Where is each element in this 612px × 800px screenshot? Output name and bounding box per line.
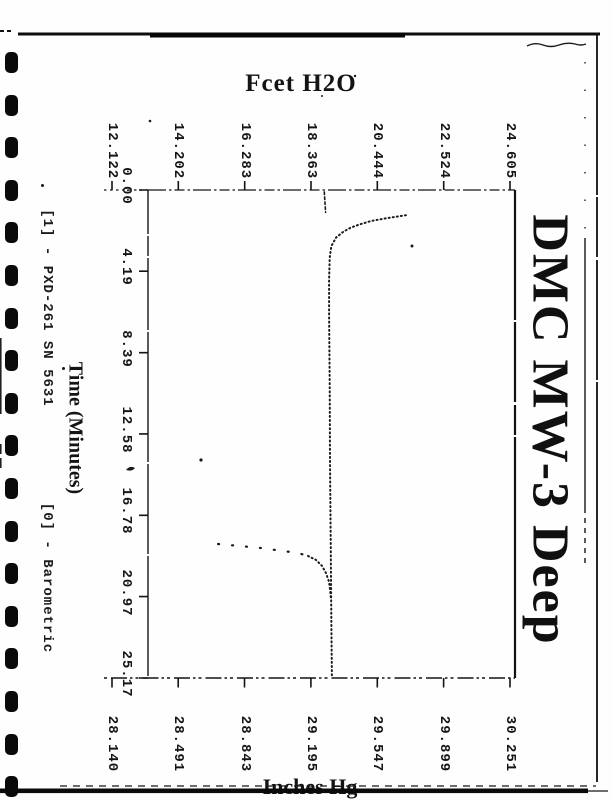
trace-series-1 xyxy=(217,542,310,558)
binder-hole-mark xyxy=(5,563,18,585)
binder-hole-mark xyxy=(5,222,18,244)
scan-squiggle xyxy=(526,42,587,48)
time-axis-ticks xyxy=(139,189,148,679)
binder-hole-mark xyxy=(5,733,18,755)
binder-hole-mark xyxy=(5,435,18,457)
binder-hole-mark xyxy=(5,307,18,329)
binder-hole-mark xyxy=(5,52,18,73)
scan-speck xyxy=(410,244,414,248)
scan-speck xyxy=(321,95,323,97)
binder-hole-mark xyxy=(5,137,18,159)
scan-blob xyxy=(126,466,135,471)
binder-hole-mark xyxy=(5,478,18,499)
binder-hole-mark xyxy=(5,691,18,712)
trace-series-0 xyxy=(323,191,327,214)
page-border-bottom xyxy=(0,788,588,794)
trace-series-1 xyxy=(307,555,332,602)
binder-hole-mark xyxy=(5,520,18,542)
trace-series-0 xyxy=(328,214,407,678)
binder-hole-mark xyxy=(5,94,18,116)
scan-speck xyxy=(62,367,65,370)
binder-hole-mark xyxy=(5,605,18,627)
binder-hole-mark xyxy=(5,648,18,670)
scan-speck xyxy=(199,458,203,462)
scan-speck xyxy=(353,74,357,78)
inches-hg-axis-ticks xyxy=(111,678,511,688)
binder-hole-mark xyxy=(5,179,18,201)
scan-speck xyxy=(41,184,44,187)
binder-hole-mark xyxy=(5,265,18,286)
binder-hole-mark xyxy=(5,350,18,372)
feet-axis-ticks xyxy=(111,181,511,190)
scan-speck xyxy=(148,119,152,123)
feet-axis-title: Fcet H2O xyxy=(245,70,357,97)
binder-hole-mark xyxy=(5,392,18,414)
